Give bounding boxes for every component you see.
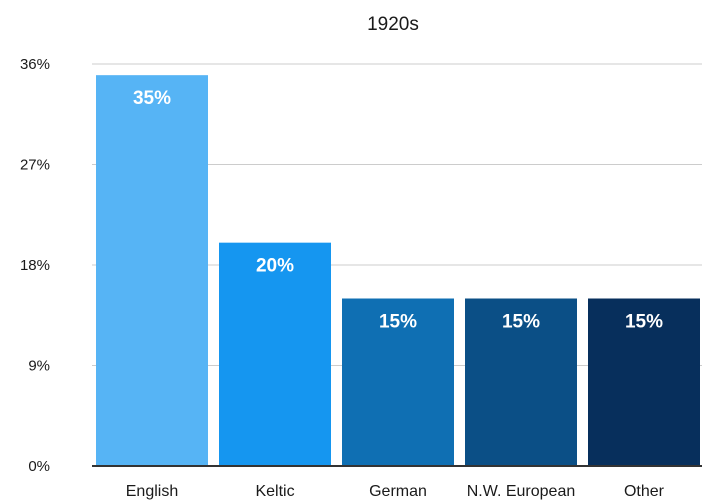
y-tick-label: 27% xyxy=(20,157,50,174)
data-label: 15% xyxy=(625,312,663,333)
bars: 35% 20% 15% 15% 15% xyxy=(96,75,700,467)
y-tick-label: 18% xyxy=(20,257,50,274)
x-axis-categories: English Keltic German N.W. European Other xyxy=(126,483,665,500)
y-axis-ticks: 0% 9% 18% 27% 36% xyxy=(20,56,50,475)
y-tick-label: 0% xyxy=(28,458,50,475)
bar-other xyxy=(588,298,700,466)
x-category-label: Keltic xyxy=(255,483,294,500)
bar-keltic xyxy=(219,242,331,466)
y-tick-label: 9% xyxy=(28,358,50,375)
x-category-label: German xyxy=(369,483,427,500)
data-label: 15% xyxy=(502,312,540,333)
y-tick-label: 36% xyxy=(20,56,50,73)
bar-german xyxy=(342,298,454,466)
chart-title: 1920s xyxy=(367,14,419,35)
x-category-label: Other xyxy=(624,483,665,500)
bar-english xyxy=(96,75,208,467)
x-category-label: N.W. European xyxy=(467,483,576,500)
data-label: 20% xyxy=(256,256,294,277)
data-label: 15% xyxy=(379,312,417,333)
bar-n-w-european xyxy=(465,298,577,466)
data-label: 35% xyxy=(133,88,171,109)
x-category-label: English xyxy=(126,483,178,500)
